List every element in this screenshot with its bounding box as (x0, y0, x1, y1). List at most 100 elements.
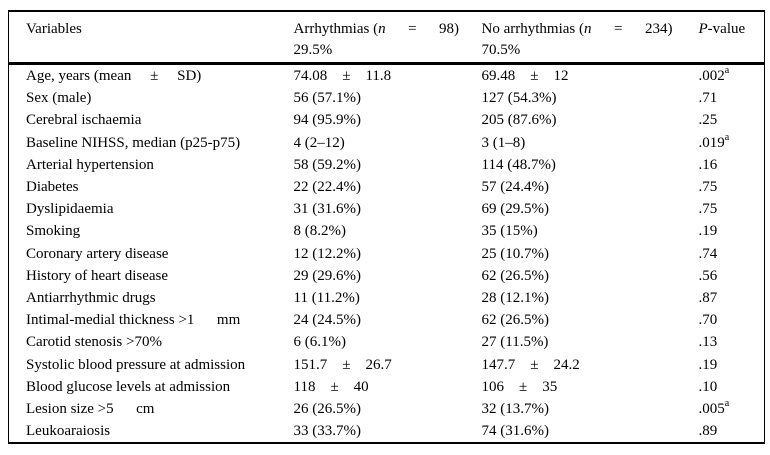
table-row: Leukoaraiosis 33 (33.7%) 74 (31.6%) .89 (9, 420, 765, 443)
cell-arrhythmias-value: 22 (22.4%) (293, 179, 362, 196)
cell-arrhythmias-value: 4 (2–12) (293, 134, 345, 151)
cell-p-value: .75 (698, 201, 718, 218)
cell-p-value: .005a (698, 398, 730, 418)
cell-no-arrhythmias-value: 106 ± 35 (481, 378, 558, 395)
table-row: Smoking 8 (8.2%) 35 (15%) .19 (9, 220, 765, 242)
cell-p-value: .002a (698, 65, 730, 85)
p-symbol: P (698, 21, 708, 37)
cell-p-value: .16 (698, 156, 718, 173)
table-body: Age, years (mean ± SD) 74.08 ± 11.8 69.4… (9, 64, 765, 444)
cell-no-arrhythmias-value: 32 (13.7%) (481, 401, 550, 418)
footnote-marker: a (724, 131, 730, 143)
cell-no-arrhythmias-value: 74 (31.6%) (481, 423, 550, 440)
cell-arrhythmias-value: 8 (8.2%) (293, 223, 347, 240)
cell-variable: Coronary artery disease (26, 245, 169, 262)
cell-no-arrhythmias-value: 114 (48.7%) (481, 156, 556, 173)
cell-variable: Dyslipidaemia (26, 201, 114, 218)
cell-p-value: .71 (698, 90, 718, 107)
patient-characteristics-table: Variables Arrhythmias (n = 98) 29.5% No a… (8, 10, 765, 445)
cell-p-value: .87 (698, 290, 718, 307)
table-row: Systolic blood pressure at admission 151… (9, 354, 765, 376)
cell-p-value: .74 (698, 245, 718, 262)
cell-arrhythmias-value: 24 (24.5%) (293, 312, 362, 329)
table-row: Lesion size >5 cm 26 (26.5%) 32 (13.7%) … (9, 398, 765, 420)
n-symbol: n (583, 21, 592, 37)
table-row: Antiarrhythmic drugs 11 (11.2%) 28 (12.1… (9, 287, 765, 309)
header-row: Variables Arrhythmias (n = 98) 29.5% No a… (8, 11, 765, 65)
cell-no-arrhythmias-value: 27 (11.5%) (481, 334, 549, 351)
cell-no-arrhythmias-value: 69.48 ± 12 (481, 68, 569, 84)
table-row: Dyslipidaemia 31 (31.6%) 69 (29.5%) .75 (9, 198, 765, 220)
cell-arrhythmias-value: 151.7 ± 26.7 (293, 356, 392, 373)
cell-variable: Blood glucose levels at admission (26, 378, 231, 395)
cell-variable: Smoking (26, 223, 81, 240)
table-row: Blood glucose levels at admission 118 ± … (9, 376, 765, 398)
cell-p-value: .019a (698, 131, 730, 151)
col-header-arrhythmias: Arrhythmias (n = 98) 29.5% (293, 11, 482, 65)
table-row: Arterial hypertension 58 (59.2%) 114 (48… (9, 154, 765, 176)
cell-arrhythmias-value: 6 (6.1%) (293, 334, 347, 351)
cell-variable: Intimal-medial thickness >1 mm (26, 312, 241, 329)
table-row: Carotid stenosis >70% 6 (6.1%) 27 (11.5%… (9, 331, 765, 353)
cell-p-value: .89 (698, 423, 718, 440)
col-header-p-value: P-value (698, 11, 765, 65)
cell-no-arrhythmias-value: 147.7 ± 24.2 (481, 356, 580, 373)
no-arrhythmias-percentage: 70.5% (481, 42, 521, 58)
cell-arrhythmias-value: 118 ± 40 (293, 378, 369, 395)
footnote-marker: a (724, 398, 730, 410)
table-row: Intimal-medial thickness >1 mm 24 (24.5%… (9, 309, 765, 331)
cell-no-arrhythmias-value: 35 (15%) (481, 223, 538, 240)
col-header-variables: Variables (8, 11, 294, 65)
cell-no-arrhythmias-value: 28 (12.1%) (481, 290, 550, 307)
cell-arrhythmias-value: 56 (57.1%) (293, 90, 362, 107)
cell-arrhythmias-value: 31 (31.6%) (293, 201, 362, 218)
cell-p-value: .19 (698, 223, 718, 240)
cell-arrhythmias-value: 74.08 ± 11.8 (293, 68, 392, 84)
table-row: Age, years (mean ± SD) 74.08 ± 11.8 69.4… (9, 64, 765, 88)
cell-arrhythmias-value: 29 (29.6%) (293, 267, 362, 284)
table-header: Variables Arrhythmias (n = 98) 29.5% No a… (8, 11, 765, 65)
cell-p-value: .13 (698, 334, 718, 351)
cell-arrhythmias-value: 94 (95.9%) (293, 112, 362, 129)
cell-no-arrhythmias-value: 3 (1–8) (481, 134, 526, 151)
cell-variable: History of heart disease (26, 267, 169, 284)
cell-no-arrhythmias-value: 62 (26.5%) (481, 312, 550, 329)
footnote-marker: a (724, 65, 730, 76)
cell-arrhythmias-value: 33 (33.7%) (293, 423, 362, 440)
table-row: History of heart disease 29 (29.6%) 62 (… (9, 265, 765, 287)
cell-arrhythmias-value: 26 (26.5%) (293, 401, 362, 418)
cell-variable: Carotid stenosis >70% (26, 334, 162, 351)
cell-arrhythmias-value: 58 (59.2%) (293, 156, 362, 173)
cell-p-value: .19 (698, 356, 718, 373)
cell-p-value: .25 (698, 112, 718, 129)
cell-p-value: .10 (698, 378, 718, 395)
col-header-variables-label: Variables (26, 21, 82, 37)
col-header-no-arrhythmias: No arrhythmias (n = 234) 70.5% (481, 11, 699, 65)
arrhythmias-percentage: 29.5% (293, 42, 333, 58)
cell-variable: Sex (male) (26, 90, 92, 107)
cell-no-arrhythmias-value: 62 (26.5%) (481, 267, 550, 284)
cell-variable: Antiarrhythmic drugs (26, 290, 156, 307)
cell-p-value: .56 (698, 267, 718, 284)
cell-variable: Cerebral ischaemia (26, 112, 142, 129)
cell-variable: Leukoaraiosis (26, 423, 111, 440)
n-symbol: n (378, 21, 386, 37)
cell-arrhythmias-value: 11 (11.2%) (293, 290, 360, 307)
cell-variable: Baseline NIHSS, median (p25-p75) (26, 134, 241, 151)
table-row: Baseline NIHSS, median (p25-p75) 4 (2–12… (9, 132, 765, 154)
cell-variable: Diabetes (26, 179, 79, 196)
cell-p-value: .70 (698, 312, 718, 329)
cell-no-arrhythmias-value: 205 (87.6%) (481, 112, 557, 129)
cell-variable: Age, years (mean ± SD) (26, 68, 202, 84)
cell-no-arrhythmias-value: 127 (54.3%) (481, 90, 557, 107)
cell-no-arrhythmias-value: 25 (10.7%) (481, 245, 550, 262)
table-row: Diabetes 22 (22.4%) 57 (24.4%) .75 (9, 176, 765, 198)
cell-no-arrhythmias-value: 69 (29.5%) (481, 201, 550, 218)
table-row: Cerebral ischaemia 94 (95.9%) 205 (87.6%… (9, 109, 765, 131)
table-row: Sex (male) 56 (57.1%) 127 (54.3%) .71 (9, 87, 765, 109)
cell-p-value: .75 (698, 179, 718, 196)
cell-variable: Systolic blood pressure at admission (26, 356, 246, 373)
cell-variable: Lesion size >5 cm (26, 401, 155, 418)
cell-arrhythmias-value: 12 (12.2%) (293, 245, 362, 262)
